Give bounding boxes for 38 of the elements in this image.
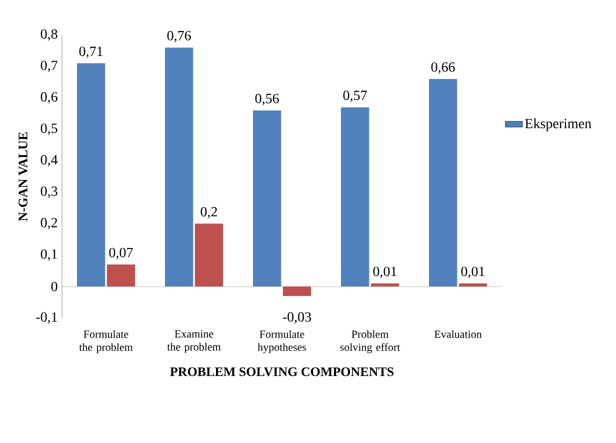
y-tick-label: 0,5	[40, 124, 58, 136]
data-label: 0,56	[255, 94, 279, 106]
x-tick-label: Evaluation	[434, 330, 482, 338]
data-label: 0,71	[79, 46, 102, 58]
x-tick-label: Formulate hypotheses	[258, 330, 306, 354]
bar	[370, 283, 400, 287]
data-label: 0,01	[461, 266, 484, 278]
x-tick-label: Problem solving effort	[340, 330, 400, 354]
y-axis-title: N-GAN VALUE	[18, 132, 28, 222]
data-label: 0,57	[343, 90, 367, 102]
bar	[340, 107, 370, 287]
y-tick-label: 0,6	[40, 92, 58, 104]
y-tick-label: 0,4	[40, 155, 58, 166]
y-tick-label: 0,3	[40, 186, 58, 198]
data-label: -0,03	[282, 312, 312, 324]
data-label: 0,2	[200, 206, 217, 218]
data-label: 0,76	[167, 30, 191, 42]
y-tick-label: 0,1	[40, 249, 57, 261]
data-label: 0,66	[431, 62, 455, 74]
data-label: 0,01	[373, 266, 396, 278]
x-tick-label: Examine the problem	[167, 330, 221, 353]
bar	[282, 286, 312, 296]
y-tick-label: 0,7	[40, 60, 58, 72]
bar	[106, 264, 136, 287]
x-tick-label: Formulate the problem	[79, 330, 133, 354]
bar	[76, 63, 106, 287]
y-tick-label: 0,8	[40, 29, 58, 41]
y-tick-label: 0	[51, 282, 58, 292]
legend-label: Eksperimen	[525, 118, 592, 132]
bar	[428, 79, 458, 287]
bar	[458, 283, 488, 287]
bar	[164, 48, 194, 287]
y-tick-label: 0,2	[40, 218, 58, 230]
y-tick-label: -0,1	[36, 312, 57, 324]
data-label: 0,07	[109, 248, 133, 260]
bar	[252, 110, 282, 287]
bar	[194, 224, 224, 287]
x-axis-title: PROBLEM SOLVING COMPONENTS	[170, 367, 394, 376]
